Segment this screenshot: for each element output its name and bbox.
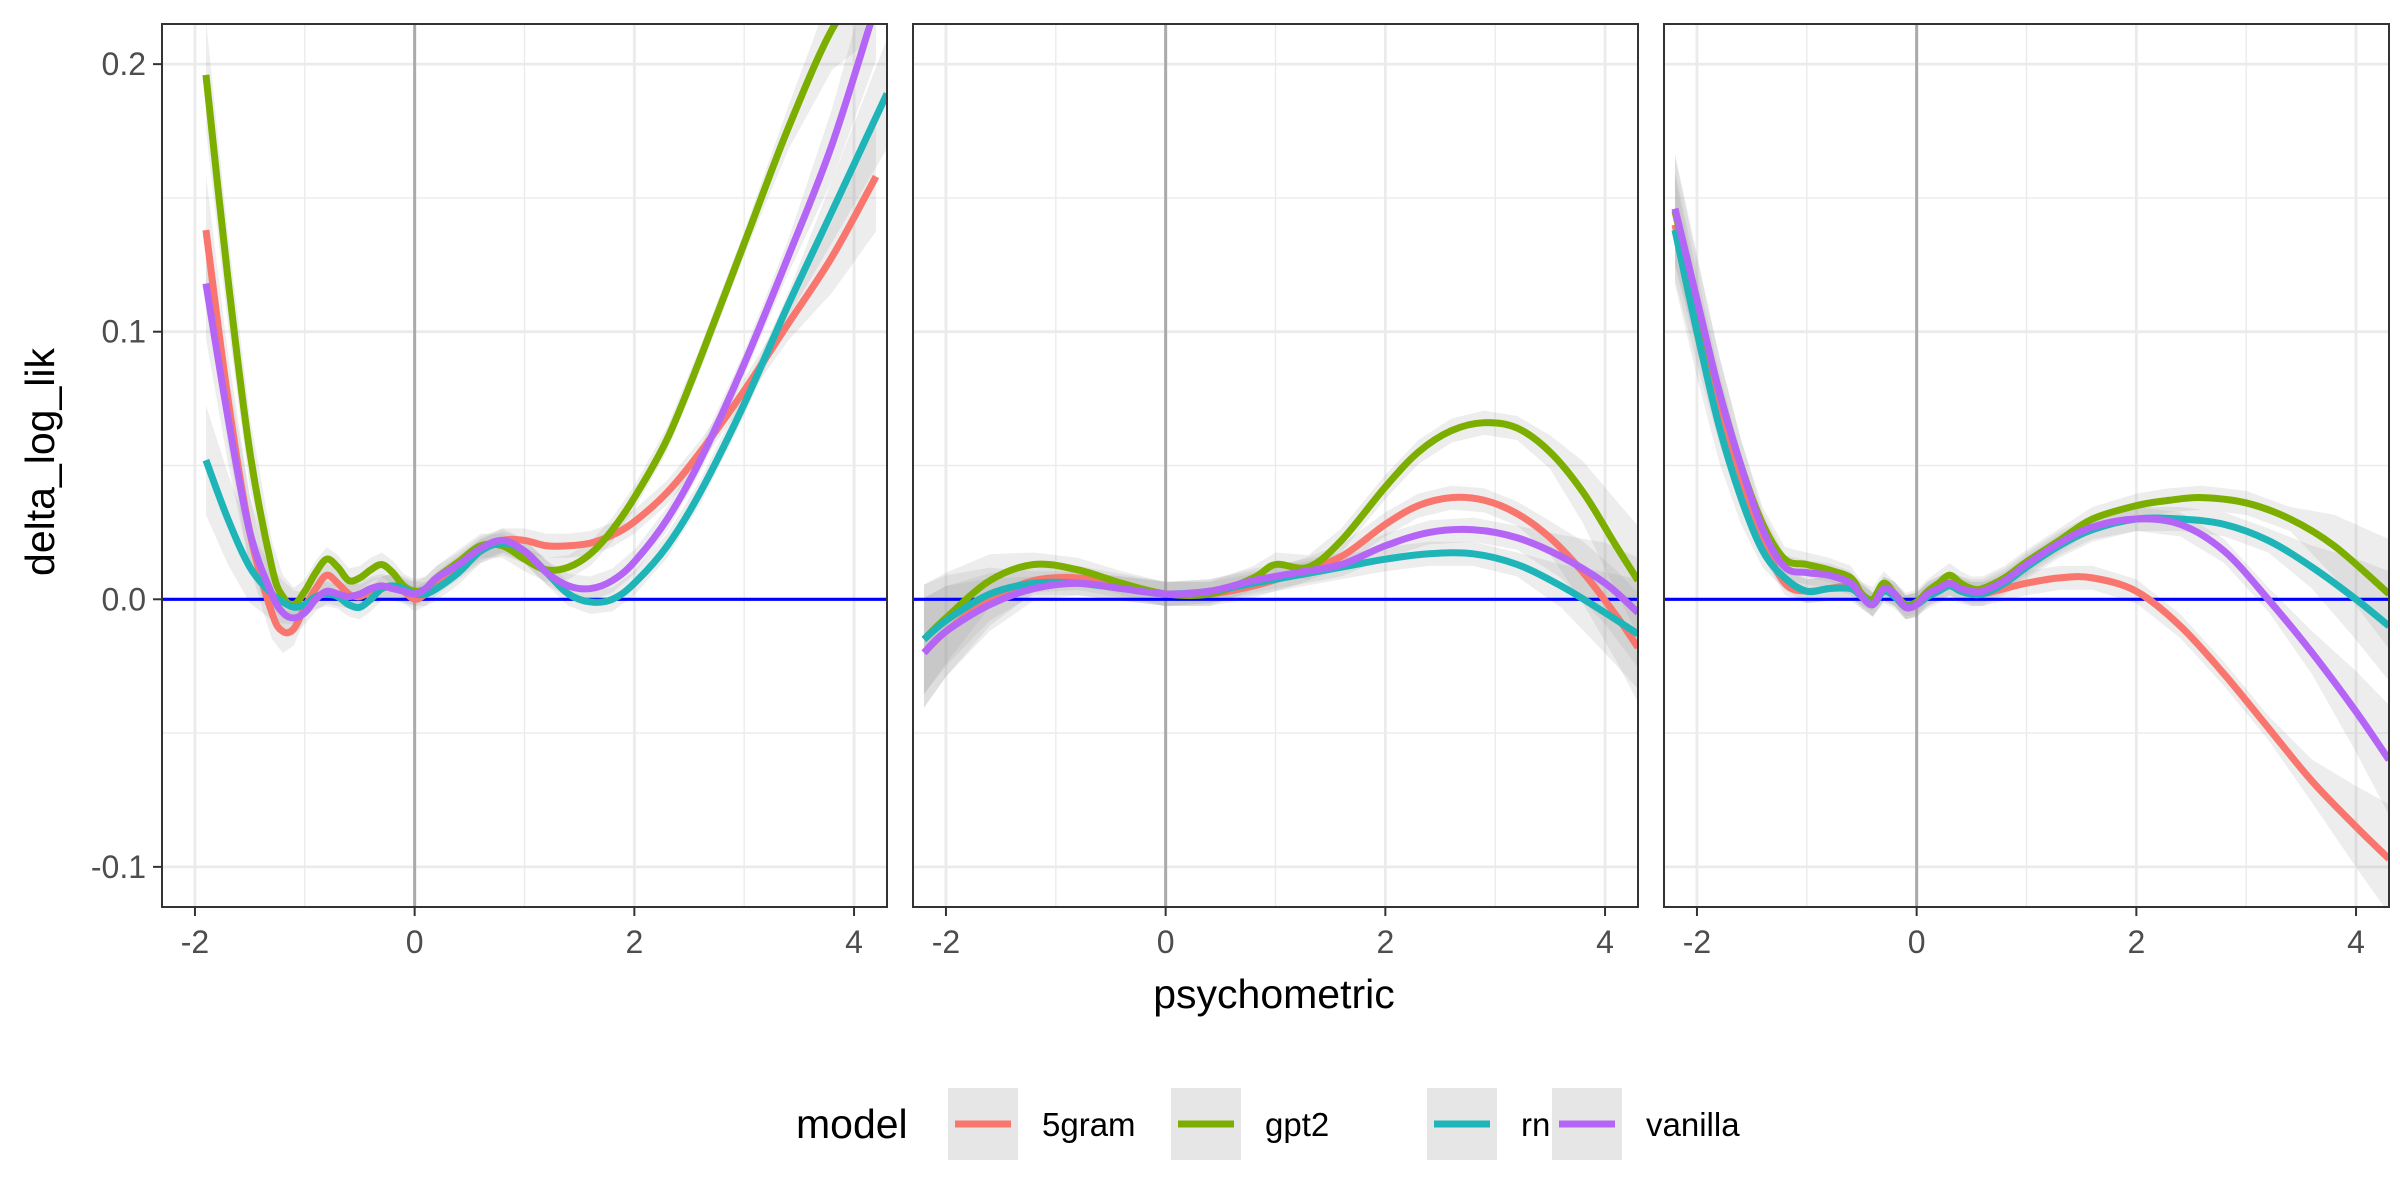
confidence-ribbon-vanilla xyxy=(923,517,1638,708)
legend-item-vanilla: vanilla xyxy=(1552,1088,1740,1160)
x-axis-title: psychometric xyxy=(1153,971,1395,1017)
panel-border xyxy=(161,23,888,908)
facet-panel-1 xyxy=(161,23,888,908)
series-line-vanilla xyxy=(921,525,1638,656)
x-tick-label: -2 xyxy=(181,924,209,960)
x-tick-label: 0 xyxy=(1157,924,1175,960)
panel-border xyxy=(912,23,1639,908)
series-line-gpt2 xyxy=(921,419,1638,642)
y-tick-label: -0.1 xyxy=(91,849,146,885)
legend-item-5gram: 5gram xyxy=(948,1088,1136,1160)
x-tick-label: 0 xyxy=(1908,924,1926,960)
legend-label: gpt2 xyxy=(1265,1106,1329,1143)
y-axis: -0.1 0.0 0.1 0.2 xyxy=(91,46,162,885)
gridlines xyxy=(1664,24,2389,907)
panels xyxy=(161,23,2390,908)
facet-panel-3 xyxy=(1663,23,2390,908)
x-tick-label: 2 xyxy=(1376,924,1394,960)
x-tick-label: 4 xyxy=(845,924,863,960)
confidence-ribbons xyxy=(1674,153,2389,907)
y-tick-label: 0.2 xyxy=(102,46,146,82)
legend-item-gpt2: gpt2 xyxy=(1171,1088,1329,1160)
series-line-rnng xyxy=(202,92,887,612)
panel-border xyxy=(1663,23,2390,908)
legend: model 5gramgpt2rnngvanilla xyxy=(796,1088,1740,1160)
series-lines xyxy=(921,419,1638,656)
y-tick-label: 0.0 xyxy=(102,581,146,617)
x-tick-label: 2 xyxy=(2127,924,2145,960)
x-tick-label: -2 xyxy=(1683,924,1711,960)
x-axis: -2 0 2 4 -2 0 2 4 -2 0 2 4 xyxy=(181,907,2365,960)
confidence-ribbon-gpt2 xyxy=(1674,156,2389,649)
x-tick-label: 4 xyxy=(2347,924,2365,960)
legend-label: 5gram xyxy=(1042,1106,1136,1143)
y-tick-label: 0.1 xyxy=(102,314,146,350)
series-lines xyxy=(202,24,887,637)
y-axis-title: delta_log_lik xyxy=(17,348,63,576)
x-tick-label: 0 xyxy=(406,924,424,960)
x-tick-label: 4 xyxy=(1596,924,1614,960)
legend-title: model xyxy=(796,1101,908,1147)
legend-label: vanilla xyxy=(1646,1106,1740,1143)
series-line-5gram xyxy=(202,174,880,637)
x-tick-label: -2 xyxy=(932,924,960,960)
series-line-vanilla xyxy=(1671,207,2389,762)
series-line-vanilla xyxy=(202,24,874,622)
x-tick-label: 2 xyxy=(625,924,643,960)
facet-panel-2 xyxy=(912,23,1639,908)
series-lines xyxy=(1671,207,2389,862)
